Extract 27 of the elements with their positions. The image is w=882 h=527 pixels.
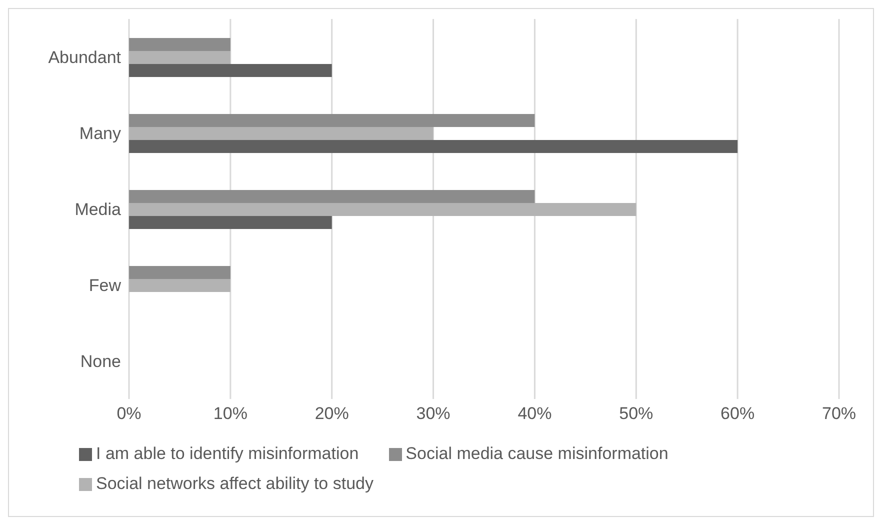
y-tick-label: Abundant xyxy=(48,48,122,68)
bar xyxy=(129,190,535,203)
y-tick-label: None xyxy=(80,352,121,372)
bar xyxy=(129,127,434,140)
bar xyxy=(129,114,535,127)
y-tick-label: Media xyxy=(74,200,122,220)
bar xyxy=(129,51,230,64)
bar xyxy=(129,203,636,216)
x-tick-label: 10% xyxy=(213,404,248,424)
y-tick-label: Few xyxy=(88,276,122,296)
legend-label: Social networks affect ability to study xyxy=(96,474,374,493)
x-tick-label: 60% xyxy=(720,404,755,424)
bar xyxy=(129,279,230,292)
bar xyxy=(129,38,230,51)
bar xyxy=(129,140,738,153)
legend-label: I am able to identify misinformation xyxy=(96,444,359,463)
x-tick-label: 30% xyxy=(416,404,450,424)
x-tick-label: 20% xyxy=(314,404,349,424)
x-tick-label: 40% xyxy=(518,404,552,424)
bar xyxy=(129,266,230,279)
bar xyxy=(129,64,332,77)
y-tick-label: Many xyxy=(79,124,122,144)
x-tick-label: 0% xyxy=(116,404,142,424)
legend-label: Social media cause misinformation xyxy=(406,444,668,463)
x-tick-label: 50% xyxy=(619,404,654,424)
x-tick-label: 70% xyxy=(822,404,856,424)
bar xyxy=(129,216,332,229)
